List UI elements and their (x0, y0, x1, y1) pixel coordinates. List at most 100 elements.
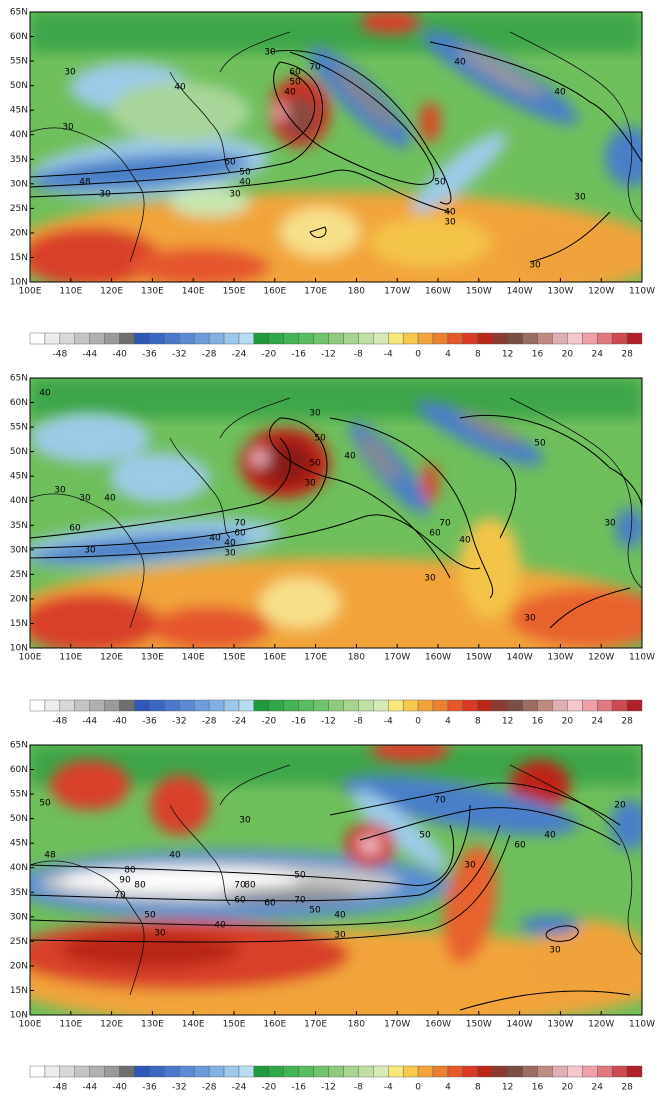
colorbar-box (298, 332, 314, 345)
colorbar-box (193, 1065, 210, 1078)
colorbar-box (74, 1065, 90, 1078)
shaded-region (257, 441, 313, 485)
shaded-region (220, 887, 360, 903)
lon-label: 170E (304, 1020, 327, 1030)
lat-label: 65N (10, 374, 28, 384)
colorbar-label: 24 (591, 350, 603, 360)
map-frame (29, 377, 643, 649)
shaded-region (341, 774, 579, 836)
contour-label: 40 (344, 452, 356, 462)
lon-label: 120E (100, 287, 123, 297)
colorbar-box (597, 699, 613, 712)
colorbar-box (164, 699, 180, 712)
colorbar-label: -4 (384, 350, 393, 360)
contour-label: 50 (39, 799, 51, 809)
lat-label: 50N (10, 447, 28, 457)
colorbar-box (402, 699, 419, 712)
colorbar-label: -20 (261, 717, 276, 727)
lon-label: 150E (223, 1020, 246, 1030)
colorbar-label: 20 (562, 1083, 574, 1093)
contour-label: 40 (444, 208, 456, 218)
colorbar-label: 8 (475, 1083, 481, 1093)
lon-label: 100E (19, 653, 42, 663)
colorbar-box (149, 699, 165, 712)
contour-label: 30 (529, 261, 541, 271)
colorbar-label: -36 (142, 1083, 157, 1093)
colorbar-label: 12 (502, 1083, 513, 1093)
colorbar-box (268, 1065, 284, 1078)
colorbar-box (74, 699, 90, 712)
colorbar-label: -24 (232, 717, 247, 727)
coastline (30, 397, 642, 629)
contour-line (30, 71, 316, 178)
colorbar-box (343, 1065, 359, 1078)
map-panel: 3040306050403048307060504030504030304040… (10, 8, 655, 297)
colorbar-label: -12 (321, 1083, 336, 1093)
lat-label: 20N (10, 594, 28, 604)
contour-line (329, 782, 621, 826)
lat-label: 20N (10, 961, 28, 971)
shaded-region (170, 187, 250, 217)
colorbar-box (358, 699, 374, 712)
lat-label: 25N (10, 570, 28, 580)
contour-label: 40 (209, 534, 221, 544)
lat-label: 15N (10, 619, 28, 629)
lon-label: 100E (19, 287, 42, 297)
contour-line (499, 457, 517, 539)
contour-label: 30 (464, 861, 476, 871)
contour-label: 50 (309, 459, 321, 469)
lat-label: 45N (10, 839, 28, 849)
colorbar-box (373, 332, 389, 345)
shaded-region (30, 413, 150, 463)
contour-label: 90 (119, 876, 131, 886)
shaded-region (280, 207, 360, 257)
contour-label: 30 (54, 486, 66, 496)
colorbar-box (522, 699, 538, 712)
colorbar-label: -24 (232, 350, 247, 360)
colorbar-box (567, 1065, 583, 1078)
shaded-region (30, 227, 160, 282)
contour-label: 40 (239, 178, 251, 188)
contour-line (30, 417, 451, 579)
colorbar-box (626, 699, 643, 712)
shaded-region (359, 434, 401, 482)
colorbar-box (447, 1065, 464, 1078)
contour-line (30, 824, 455, 886)
colorbar-box (462, 1065, 479, 1078)
colorbar-box (328, 1065, 344, 1078)
colorbar-box (119, 1065, 135, 1078)
colorbar-box (388, 332, 404, 345)
colorbar-box (537, 1065, 553, 1078)
colorbar-box (44, 332, 61, 345)
lon-label: 150W (466, 653, 492, 663)
colorbar-box (373, 1065, 389, 1078)
shaded-field (30, 400, 642, 648)
colorbar-label: 24 (591, 717, 603, 727)
colorbar-box (193, 332, 210, 345)
contour-label: 70 (114, 891, 126, 901)
lon-label: 160W (425, 653, 451, 663)
green-band (30, 12, 642, 52)
shaded-region (360, 12, 420, 34)
colorbar-box (552, 699, 568, 712)
contour-label: 50 (309, 906, 321, 916)
colorbar-label: 12 (502, 350, 513, 360)
colorbar-label: -36 (142, 717, 157, 727)
lat-label: 30N (10, 912, 28, 922)
colorbar-box (89, 1065, 105, 1078)
colorbar-label: -32 (172, 1083, 187, 1093)
colorbar-box (611, 1065, 628, 1078)
colorbar-box (626, 332, 643, 345)
shaded-region (458, 411, 522, 445)
colorbar-box (373, 699, 389, 712)
colorbar-box (119, 332, 135, 345)
colorbar-label: -32 (172, 717, 187, 727)
lon-label: 140W (507, 1020, 533, 1030)
colorbar-box (59, 332, 75, 345)
colorbar-label: -44 (82, 717, 97, 727)
contour-label: 30 (64, 68, 76, 78)
coastline (30, 31, 642, 263)
lon-label: 180 (348, 1020, 365, 1030)
